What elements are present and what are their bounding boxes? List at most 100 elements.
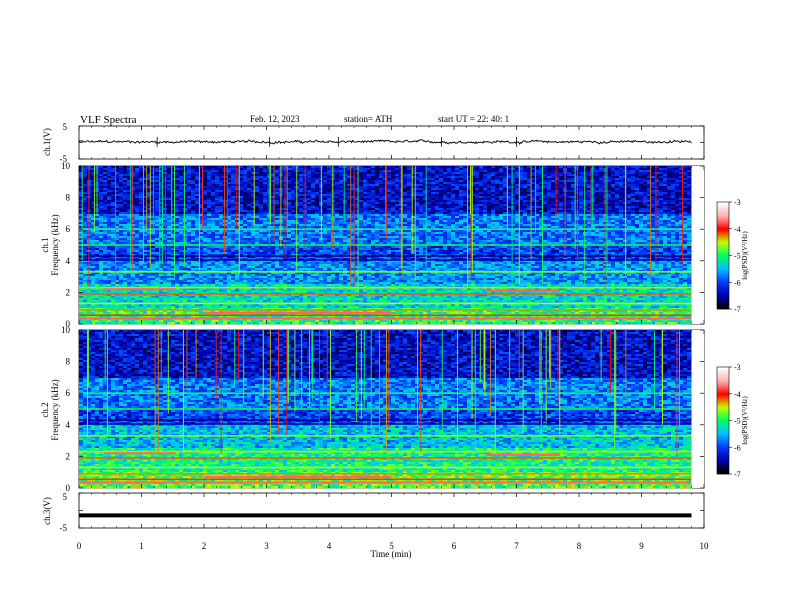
spectrogram-cell [475,198,479,200]
spectrogram-cell [371,196,375,198]
spectrogram-cell [483,194,487,196]
spectrogram-cell [579,210,583,212]
spectrogram-cell [379,176,383,178]
spectrogram-cell [587,198,591,200]
spectrogram-cell [307,172,311,174]
spectrogram-cell [475,196,479,198]
spectrogram-cell [251,186,255,188]
spectrogram-cell [223,182,227,184]
spectrogram-cell [475,166,479,168]
spectrogram-cell [259,212,263,214]
spectrogram-cell [451,212,455,214]
spectrogram-cell [639,178,643,180]
spectrogram-cell [555,192,559,194]
spectrogram-cell [351,196,355,198]
spectrogram-cell [367,208,371,210]
spectrogram-cell [379,184,383,186]
spectrogram-cell [447,166,451,168]
spectrogram-cell [371,188,375,190]
spectrogram-cell [491,222,495,224]
spectrogram-cell [359,178,363,180]
spectrogram-cell [687,208,691,210]
spectrogram-cell [455,186,459,188]
spectrogram-cell [251,224,255,226]
spectrogram-cell [439,194,443,196]
spectrogram-cell [235,224,239,226]
spectrogram-cell [375,166,379,168]
spectrogram-cell [611,200,615,202]
spectrogram-cell [235,204,239,206]
spectrogram-cell [487,178,491,180]
spectrogram-cell [587,170,591,172]
spectrogram-cell [99,202,103,204]
spectrogram-cell [235,196,239,198]
spectrogram-cell [291,216,295,218]
spectrogram-cell [483,192,487,194]
spectrogram-cell [263,194,267,196]
spectrogram-cell [443,168,447,170]
spectrogram-cell [391,190,395,192]
spectrogram-cell [455,172,459,174]
spectrogram-cell [343,174,347,176]
spectrogram-cell [471,218,475,220]
spectrogram-cell [323,170,327,172]
spectrogram-cell [595,176,599,178]
spectrogram-cell [559,186,563,188]
spectrogram-cell [499,220,503,222]
spectrogram-cell [327,222,331,224]
spectrogram-cell [363,186,367,188]
spectrogram-cell [223,226,227,228]
spectrogram-cell [439,216,443,218]
spectrogram-cell [503,182,507,184]
spectrogram-cell [247,168,251,170]
spectrogram-cell [643,180,647,182]
spectrogram-cell [559,178,563,180]
spectrogram-cell [139,208,143,210]
spectrogram-cell [243,186,247,188]
spectrogram-cell [335,226,339,228]
spectrogram-cell [451,172,455,174]
spectrogram-cell [503,172,507,174]
spectrogram-cell [495,222,499,224]
spectrogram-cell [111,184,115,186]
spectrogram-cell [439,188,443,190]
spectrogram-cell [299,212,303,214]
spectrogram-cell [523,172,527,174]
spectrogram-cell [407,208,411,210]
spectrogram-cell [475,218,479,220]
spectrogram-cell [123,208,127,210]
spectrogram-cell [391,206,395,208]
spectrogram-cell [651,198,655,200]
spectrogram-cell [387,192,391,194]
spectrogram-cell [471,206,475,208]
spectrogram-cell [275,204,279,206]
spectrogram-cell [659,226,663,228]
spectrogram-cell [631,198,635,200]
spectrogram-cell [211,174,215,176]
spectrogram-cell [423,216,427,218]
spectrogram-cell [579,200,583,202]
spectrogram-cell [615,224,619,226]
spectrogram-cell [611,226,615,228]
spectrogram-cell [271,204,275,206]
spectrogram-cell [311,168,315,170]
spectrogram-cell [463,218,467,220]
spectrogram-cell [175,208,179,210]
spectrogram-cell [339,204,343,206]
spectrogram-cell [79,216,83,218]
spectrogram-cell [427,220,431,222]
spectrogram-cell [219,206,223,208]
spectrogram-cell [363,202,367,204]
spectrogram-cell [599,208,603,210]
spectrogram-cell [631,178,635,180]
spectrogram-cell [443,206,447,208]
spectrogram-cell [255,178,259,180]
spectrogram-cell [215,172,219,174]
spectrogram-cell [247,210,251,212]
spectrogram-cell [207,194,211,196]
spectrogram-cell [687,172,691,174]
spectrogram-cell [195,204,199,206]
spectrogram-cell [375,226,379,228]
spectrogram-cell [487,220,491,222]
spectrogram-cell [443,224,447,226]
